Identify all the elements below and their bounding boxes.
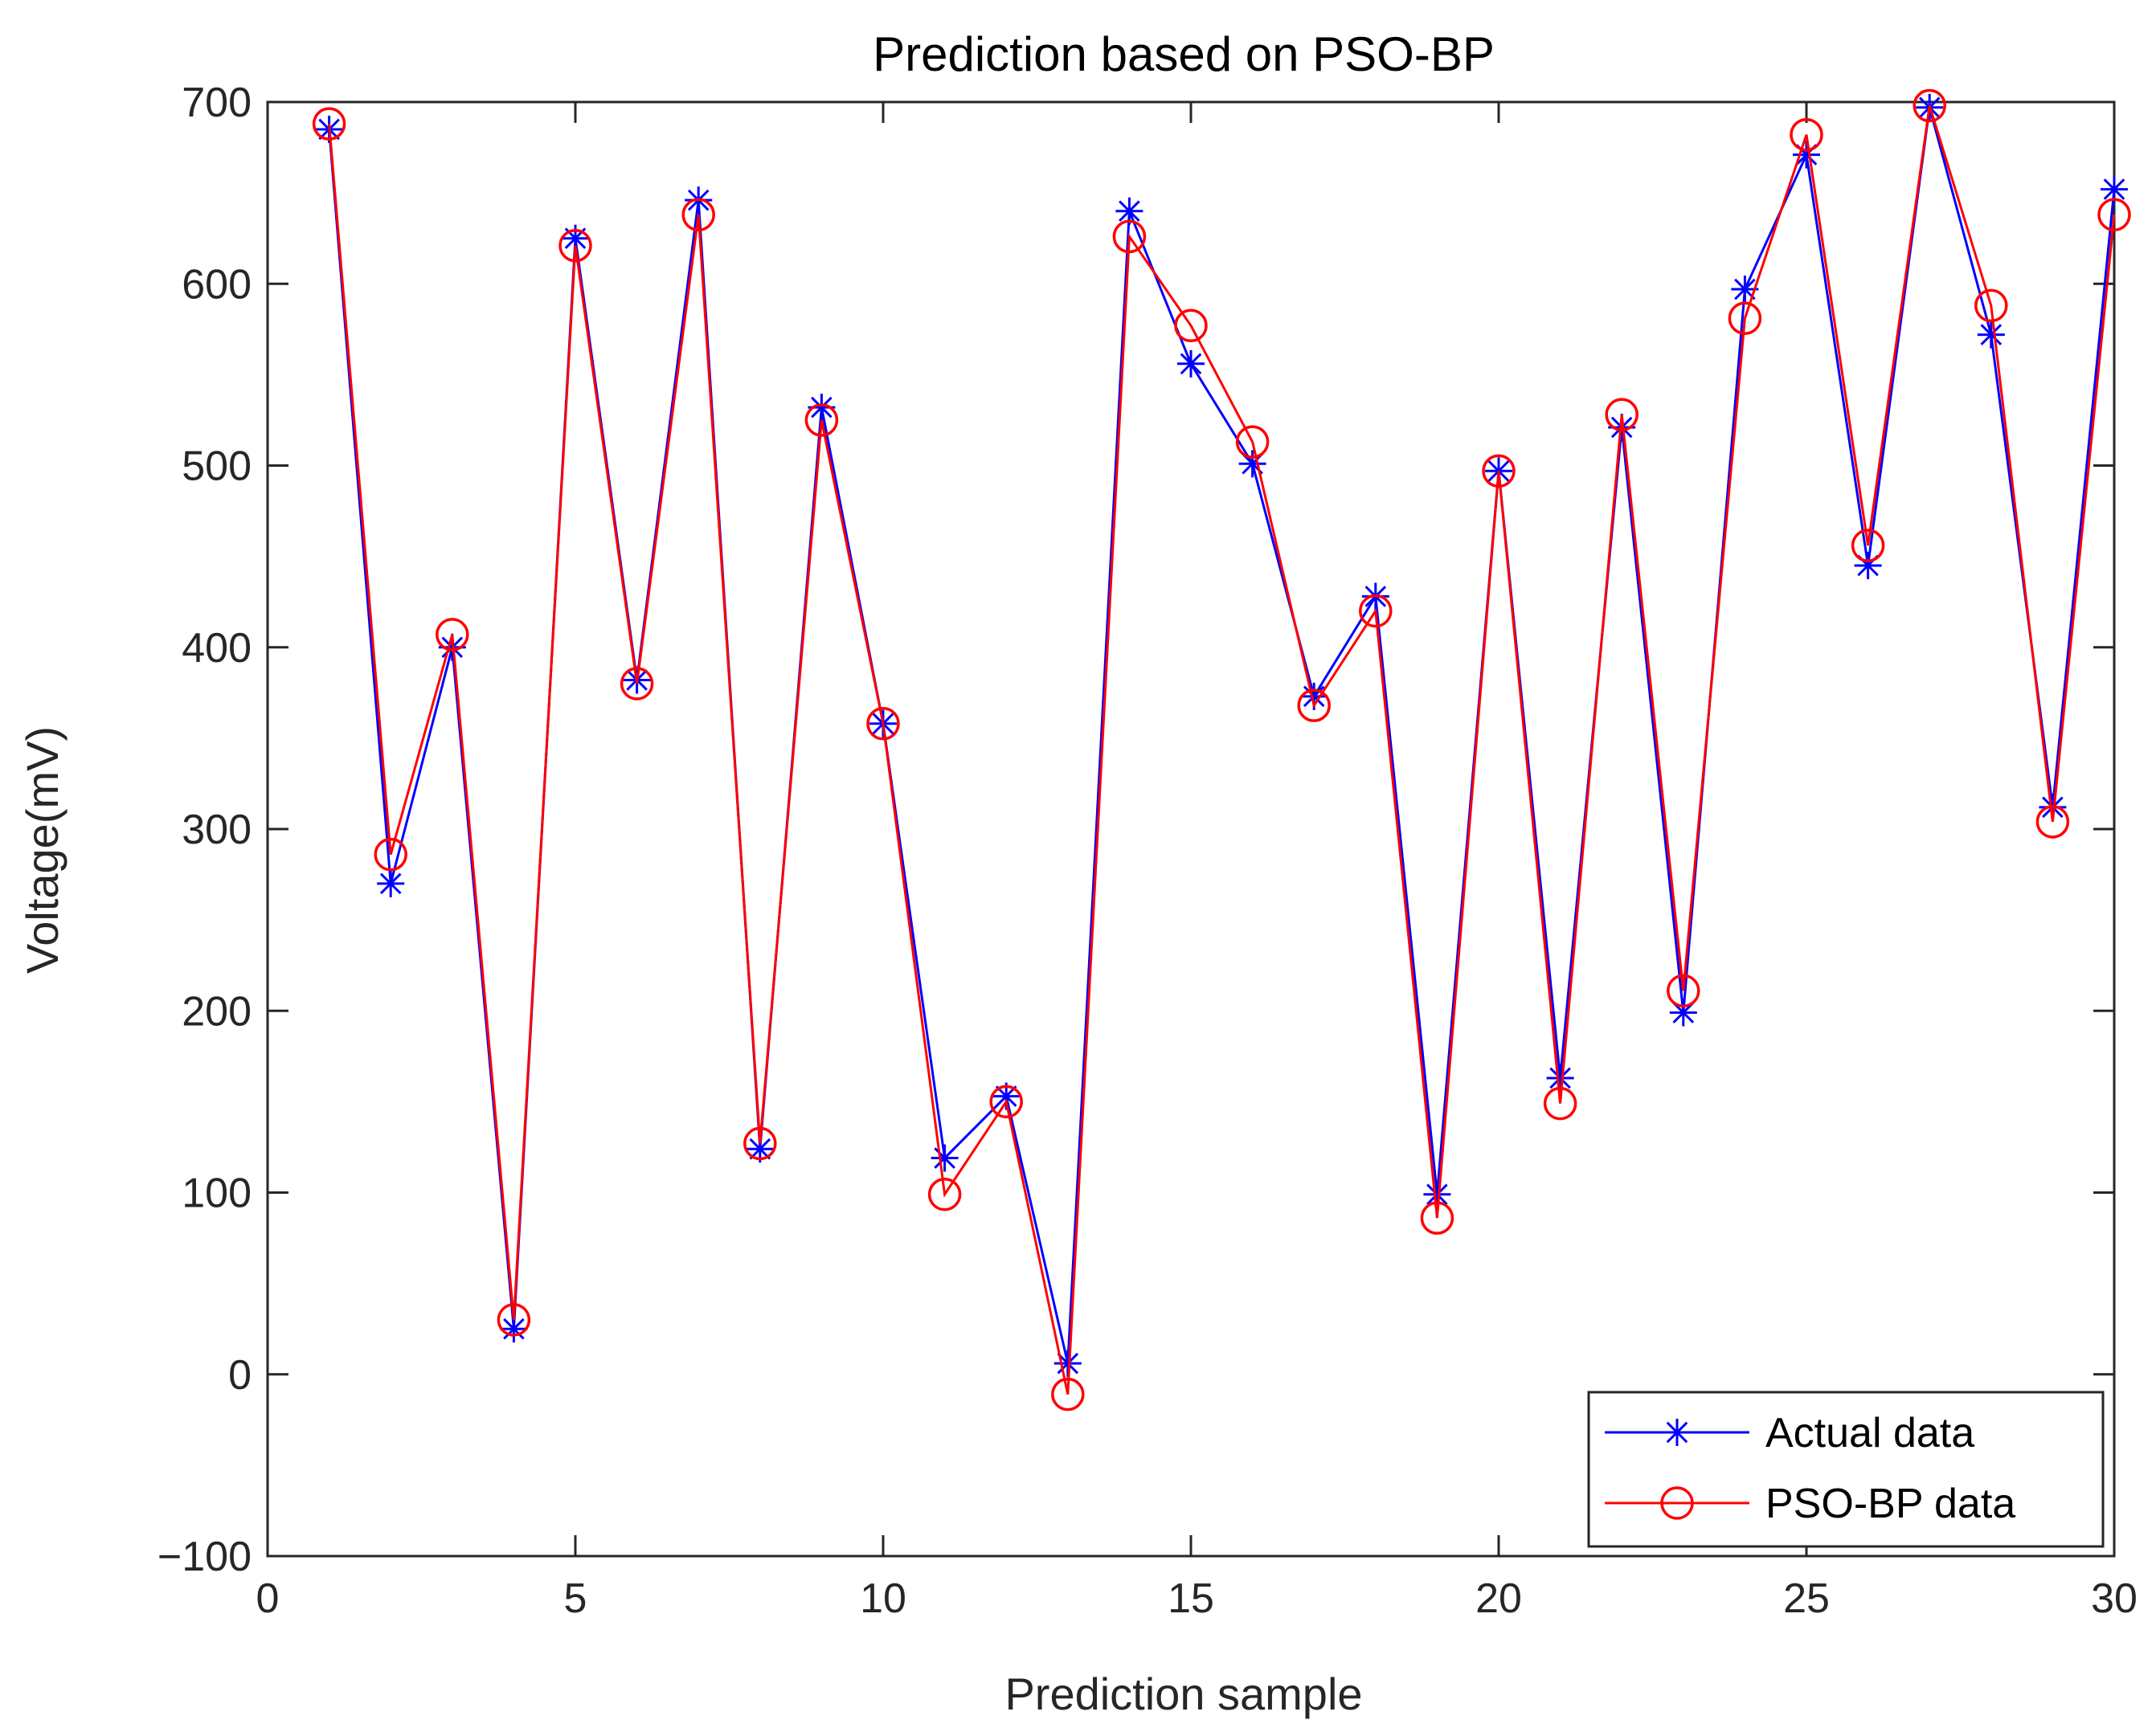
data-point bbox=[989, 1085, 1023, 1119]
data-point bbox=[497, 1303, 531, 1337]
data-point bbox=[1235, 425, 1270, 459]
legend-box bbox=[1587, 1391, 2105, 1548]
data-point bbox=[1543, 1086, 1577, 1121]
legend-marker bbox=[1663, 1419, 1691, 1446]
asterisk-stroke bbox=[811, 396, 833, 419]
data-point bbox=[1974, 288, 2008, 323]
data-point bbox=[866, 707, 900, 741]
data-point bbox=[436, 618, 469, 652]
data-point bbox=[374, 837, 407, 872]
series-line bbox=[328, 105, 2116, 1395]
asterisk-stroke bbox=[1180, 353, 1202, 375]
data-point bbox=[558, 228, 592, 263]
data-point bbox=[1728, 301, 1762, 335]
series-layer bbox=[312, 88, 2131, 1411]
data-point bbox=[681, 198, 715, 232]
data-point bbox=[1420, 1201, 1454, 1235]
y-tick-label: 600 bbox=[182, 261, 252, 308]
data-point bbox=[2097, 198, 2131, 232]
data-point bbox=[743, 1126, 777, 1161]
asterisk-stroke bbox=[749, 1138, 771, 1160]
asterisk-stroke bbox=[1303, 685, 1325, 708]
asterisk-stroke bbox=[1734, 278, 1756, 300]
data-point bbox=[620, 667, 654, 701]
data-point bbox=[1977, 321, 2005, 349]
data-point bbox=[1790, 117, 1823, 152]
data-point bbox=[312, 107, 346, 141]
data-point bbox=[1359, 594, 1393, 628]
data-point bbox=[1112, 219, 1147, 254]
data-point bbox=[1482, 454, 1516, 488]
data-point bbox=[1300, 682, 1328, 710]
data-point bbox=[1913, 88, 1946, 123]
x-tick-label: 25 bbox=[1783, 1575, 1830, 1622]
data-point bbox=[1297, 688, 1331, 722]
chart-title: Prediction based on PSO-BP bbox=[873, 27, 1495, 81]
data-point bbox=[1605, 398, 1638, 431]
y-axis-title: Voltage(mV) bbox=[17, 726, 68, 974]
legend-entry: Actual data bbox=[1605, 1410, 1974, 1456]
data-point bbox=[1177, 349, 1205, 378]
asterisk-stroke bbox=[934, 1147, 955, 1169]
y-tick-label: 300 bbox=[182, 807, 252, 853]
data-point bbox=[927, 1178, 962, 1211]
legend-label: PSO-BP data bbox=[1765, 1481, 2015, 1527]
x-tick-label: 10 bbox=[860, 1575, 906, 1622]
axes-box bbox=[266, 100, 2116, 1558]
data-point bbox=[1851, 529, 1885, 562]
y-tick-label: −100 bbox=[158, 1534, 252, 1580]
data-point bbox=[931, 1144, 959, 1172]
asterisk-stroke bbox=[1980, 324, 2003, 345]
y-tick-label: 400 bbox=[182, 625, 252, 672]
series-pso-bp-data bbox=[312, 88, 2131, 1411]
x-tick-label: 15 bbox=[1168, 1575, 1214, 1622]
asterisk-stroke bbox=[379, 872, 402, 895]
asterisk-stroke bbox=[503, 1317, 525, 1340]
y-tick-label: 0 bbox=[228, 1352, 252, 1399]
data-point bbox=[500, 1315, 528, 1343]
data-point bbox=[1051, 1377, 1085, 1411]
data-point bbox=[2035, 805, 2070, 839]
asterisk-stroke bbox=[1426, 1183, 1448, 1206]
x-tick-label: 20 bbox=[1475, 1575, 1522, 1622]
legend-label: Actual data bbox=[1765, 1410, 1974, 1456]
asterisk-stroke bbox=[1119, 200, 1140, 223]
x-tick-label: 30 bbox=[2091, 1575, 2138, 1622]
x-axis-title: Prediction sample bbox=[1004, 1669, 1362, 1719]
y-tick-label: 500 bbox=[182, 443, 252, 490]
legend-entry: PSO-BP data bbox=[1605, 1481, 2015, 1527]
data-point bbox=[1174, 308, 1208, 343]
data-point bbox=[804, 403, 839, 437]
y-tick-label: 200 bbox=[182, 988, 252, 1035]
asterisk-stroke bbox=[1057, 1352, 1079, 1375]
y-tick-label: 100 bbox=[182, 1170, 252, 1217]
x-tick-label: 0 bbox=[256, 1575, 280, 1622]
asterisk-stroke bbox=[995, 1085, 1017, 1107]
legend-marker bbox=[1660, 1486, 1694, 1520]
data-point bbox=[1667, 974, 1700, 1008]
data-point bbox=[377, 869, 405, 897]
legend: Actual data PSO-BP data bbox=[1587, 1391, 2105, 1548]
y-tick-label: 700 bbox=[182, 80, 252, 126]
asterisk-stroke bbox=[1549, 1067, 1571, 1089]
asterisk-stroke bbox=[1666, 1421, 1688, 1444]
asterisk-stroke bbox=[2103, 178, 2125, 200]
plot-area bbox=[266, 100, 2116, 1558]
x-tick-label: 5 bbox=[564, 1575, 587, 1622]
data-point bbox=[1423, 1180, 1451, 1208]
